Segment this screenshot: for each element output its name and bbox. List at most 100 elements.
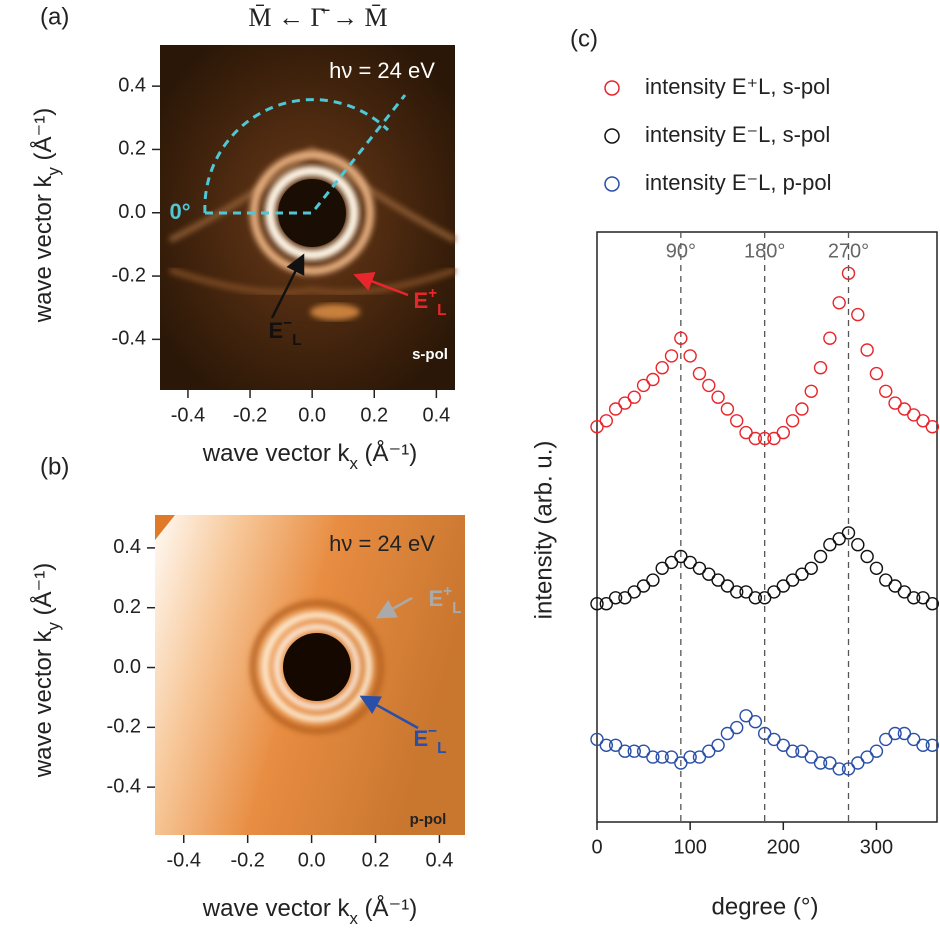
label-part: +	[443, 583, 452, 600]
data-point	[888, 396, 902, 410]
data-point	[795, 567, 809, 581]
label-part: E	[268, 318, 283, 343]
data-point	[860, 750, 874, 764]
data-point	[841, 266, 856, 280]
data-point	[916, 414, 930, 428]
data-point	[776, 738, 791, 752]
data-point	[683, 750, 697, 764]
data-point	[599, 738, 614, 752]
y-tick-label: 0.2	[113, 596, 141, 618]
data-point	[823, 538, 837, 552]
reference-label: 90°	[666, 240, 696, 262]
state-label: E−L	[413, 723, 446, 757]
data-point	[879, 573, 893, 587]
y-axis-label: wave vector ky (Å⁻¹)	[29, 108, 63, 323]
data-point	[757, 431, 772, 446]
data-point	[804, 384, 818, 398]
data-point	[813, 361, 828, 375]
data-point	[860, 549, 874, 564]
data-point	[748, 431, 763, 446]
data-point	[804, 750, 818, 764]
data-point	[785, 744, 800, 758]
data-point	[646, 750, 660, 764]
data-point	[655, 361, 669, 375]
data-point	[683, 555, 697, 570]
panel-label: (a)	[40, 3, 69, 30]
data-point	[916, 591, 930, 605]
data-point	[730, 720, 744, 735]
x-tick-label: 200	[767, 836, 800, 858]
data-point	[627, 390, 641, 404]
label-part: (Å⁻¹)	[358, 439, 417, 467]
x-tick-label: 0.0	[298, 849, 326, 871]
data-point	[711, 573, 725, 587]
x-tick-label: 0.2	[362, 849, 390, 871]
data-point	[683, 349, 697, 363]
data-point	[702, 567, 716, 581]
y-axis-label: intensity (arb. u.)	[530, 441, 557, 620]
data-point	[785, 414, 800, 428]
data-point	[795, 744, 809, 758]
panel-label: (b)	[40, 453, 69, 480]
data-point	[888, 579, 902, 593]
data-point	[897, 726, 912, 741]
data-point	[599, 597, 614, 611]
data-point	[618, 396, 632, 410]
data-point	[757, 591, 772, 605]
data-point	[776, 425, 791, 440]
label-part: −	[428, 723, 437, 740]
y-axis-label: wave vector ky (Å⁻¹)	[29, 563, 63, 778]
data-point	[692, 561, 707, 575]
x-axis-label: degree (°)	[712, 893, 819, 920]
data-point	[590, 732, 604, 747]
state-label: E+L	[428, 583, 461, 617]
data-point	[916, 738, 930, 752]
x-tick-label: -0.4	[167, 849, 201, 871]
reference-label: 270°	[828, 240, 869, 262]
legend-marker	[604, 80, 620, 96]
data-point	[674, 331, 688, 345]
data-point	[832, 532, 846, 546]
label-part: wave vector k	[30, 175, 57, 324]
data-point	[795, 402, 809, 416]
data-point	[767, 585, 781, 599]
data-point	[907, 732, 921, 747]
y-tick-label: -0.2	[107, 716, 141, 738]
data-point	[627, 585, 641, 599]
data-point	[851, 756, 865, 770]
data-point	[627, 744, 641, 758]
data-point	[720, 726, 735, 741]
label-part: +	[428, 285, 437, 302]
data-point	[655, 561, 669, 575]
label-part: (Å⁻¹)	[358, 894, 417, 922]
data-point	[692, 750, 707, 764]
data-point	[618, 591, 632, 605]
data-point	[608, 402, 623, 416]
data-point	[674, 549, 688, 564]
annotation: hν = 24 eV	[329, 531, 435, 556]
data-point	[636, 744, 651, 758]
reference-label: 180°	[744, 240, 785, 262]
arpes-image-b	[155, 515, 465, 835]
label-part: L	[437, 740, 446, 757]
data-point	[879, 384, 893, 398]
data-point	[888, 726, 902, 741]
plot-frame	[596, 231, 938, 823]
data-point	[897, 585, 912, 599]
data-point	[739, 425, 753, 440]
data-point	[748, 591, 763, 605]
data-point	[767, 431, 781, 446]
data-point	[804, 561, 818, 575]
label-part: wave vector k	[30, 630, 57, 779]
data-point	[823, 756, 837, 770]
data-point	[832, 762, 846, 776]
x-tick-label: 0.2	[360, 404, 388, 426]
data-point	[664, 750, 679, 764]
x-tick-label: 0.4	[422, 404, 450, 426]
x-tick-label: 100	[673, 836, 706, 858]
y-tick-label: 0.4	[113, 536, 141, 558]
legend-marker	[604, 176, 620, 192]
data-point	[608, 738, 623, 752]
legend-marker	[604, 128, 620, 144]
arpes-image-a	[160, 45, 457, 390]
